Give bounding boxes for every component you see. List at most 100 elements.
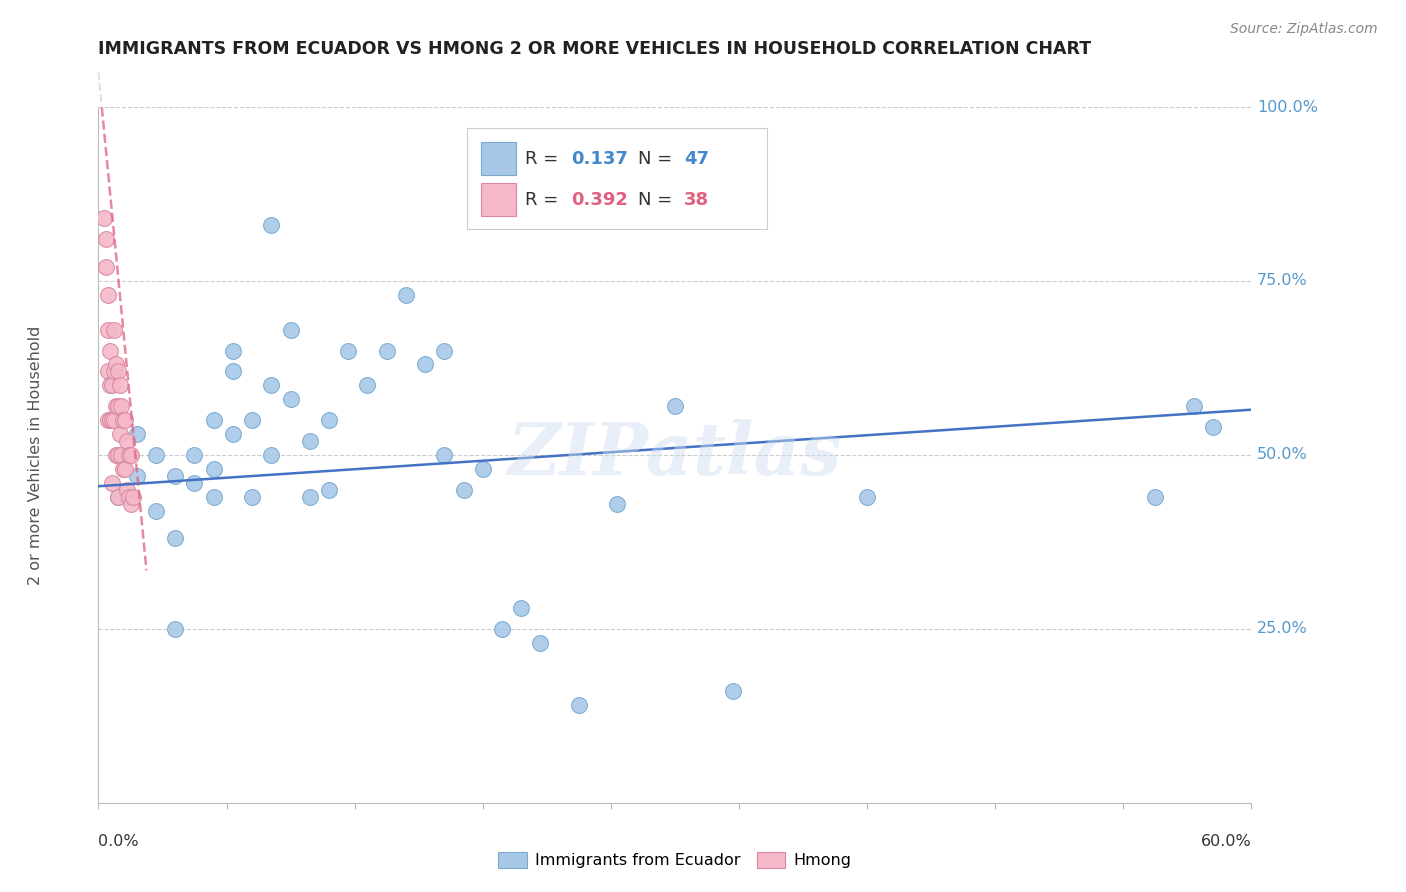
- Point: [145, 503, 167, 517]
- Point: [260, 448, 283, 462]
- Point: [1202, 420, 1225, 434]
- Point: [240, 490, 263, 504]
- Point: [107, 364, 129, 378]
- Text: 0.0%: 0.0%: [98, 834, 139, 849]
- FancyBboxPatch shape: [481, 183, 516, 216]
- Point: [568, 698, 591, 713]
- Text: R =: R =: [524, 150, 564, 168]
- Point: [118, 448, 141, 462]
- Point: [202, 413, 225, 427]
- Point: [108, 378, 131, 392]
- Point: [298, 434, 321, 448]
- Text: 25.0%: 25.0%: [1257, 622, 1308, 636]
- Point: [222, 427, 245, 442]
- Text: 100.0%: 100.0%: [1257, 100, 1317, 114]
- Point: [101, 378, 124, 392]
- Point: [101, 475, 124, 490]
- Point: [107, 399, 129, 413]
- Point: [606, 497, 628, 511]
- Point: [114, 413, 136, 427]
- Point: [260, 378, 283, 392]
- Text: N =: N =: [638, 191, 678, 209]
- Point: [114, 462, 136, 476]
- Point: [97, 364, 120, 378]
- Point: [120, 497, 142, 511]
- Point: [94, 260, 117, 274]
- Point: [108, 427, 131, 442]
- Point: [104, 358, 127, 372]
- Point: [202, 490, 225, 504]
- Point: [165, 622, 187, 636]
- Point: [112, 413, 135, 427]
- Point: [721, 684, 744, 698]
- Point: [453, 483, 475, 497]
- Point: [117, 483, 138, 497]
- Point: [104, 448, 127, 462]
- Point: [433, 448, 456, 462]
- Point: [280, 323, 302, 337]
- FancyBboxPatch shape: [481, 142, 516, 175]
- Text: Source: ZipAtlas.com: Source: ZipAtlas.com: [1230, 22, 1378, 37]
- Point: [118, 490, 141, 504]
- Point: [491, 622, 513, 636]
- Legend: Immigrants from Ecuador, Hmong: Immigrants from Ecuador, Hmong: [492, 846, 858, 875]
- Point: [510, 601, 533, 615]
- Text: R =: R =: [524, 191, 564, 209]
- Point: [98, 343, 121, 358]
- Point: [125, 427, 148, 442]
- Point: [260, 219, 283, 233]
- Text: N =: N =: [638, 150, 678, 168]
- Point: [110, 448, 132, 462]
- Point: [433, 343, 456, 358]
- Text: 2 or more Vehicles in Household: 2 or more Vehicles in Household: [28, 326, 42, 584]
- Text: 47: 47: [685, 150, 709, 168]
- Point: [318, 483, 340, 497]
- Point: [337, 343, 360, 358]
- FancyBboxPatch shape: [467, 128, 768, 229]
- Point: [110, 399, 132, 413]
- Point: [240, 413, 263, 427]
- Point: [101, 413, 124, 427]
- Point: [103, 323, 125, 337]
- Point: [183, 475, 205, 490]
- Point: [356, 378, 378, 392]
- Point: [107, 490, 129, 504]
- Point: [222, 364, 245, 378]
- Point: [98, 413, 121, 427]
- Point: [97, 288, 120, 302]
- Point: [413, 358, 436, 372]
- Point: [97, 323, 120, 337]
- Point: [120, 448, 142, 462]
- Point: [856, 490, 879, 504]
- Point: [125, 468, 148, 483]
- Point: [529, 636, 551, 650]
- Point: [117, 434, 138, 448]
- Text: 0.392: 0.392: [571, 191, 628, 209]
- Point: [94, 232, 117, 246]
- Point: [183, 448, 205, 462]
- Point: [1182, 399, 1205, 413]
- Point: [122, 490, 145, 504]
- Point: [165, 532, 187, 546]
- Point: [298, 490, 321, 504]
- Text: 50.0%: 50.0%: [1257, 448, 1308, 462]
- Point: [112, 462, 135, 476]
- Point: [1144, 490, 1167, 504]
- Text: 0.137: 0.137: [571, 150, 628, 168]
- Point: [98, 378, 121, 392]
- Point: [664, 399, 686, 413]
- Point: [165, 468, 187, 483]
- Point: [103, 364, 125, 378]
- Point: [318, 413, 340, 427]
- Point: [107, 448, 129, 462]
- Point: [107, 490, 129, 504]
- Point: [222, 343, 245, 358]
- Point: [202, 462, 225, 476]
- Point: [471, 462, 494, 476]
- Text: ZIPatlas: ZIPatlas: [508, 419, 842, 491]
- Text: 38: 38: [685, 191, 709, 209]
- Point: [93, 211, 115, 226]
- Point: [97, 413, 120, 427]
- Point: [280, 392, 302, 407]
- Point: [395, 288, 418, 302]
